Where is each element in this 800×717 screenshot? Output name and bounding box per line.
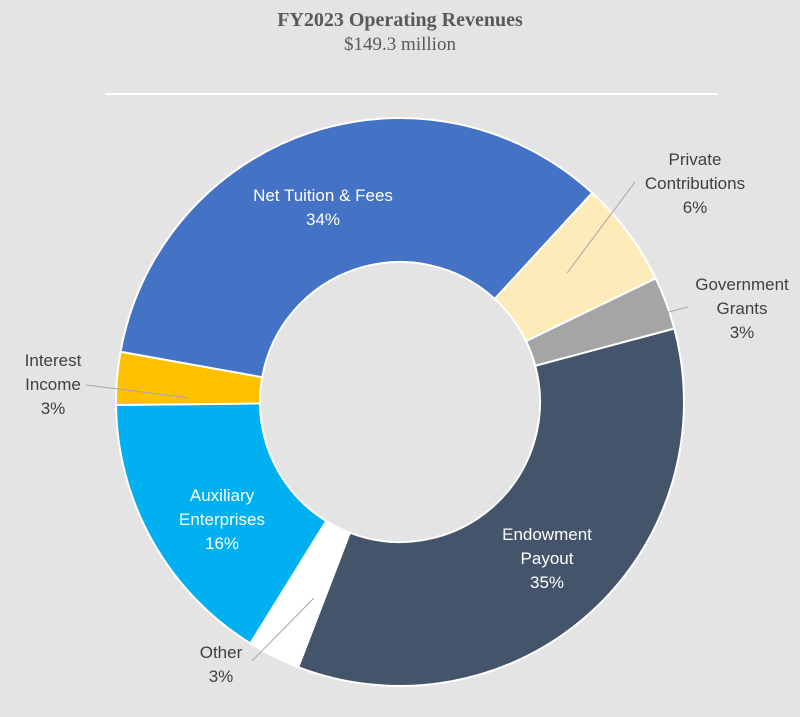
slice-label: Interest Income 3% [13,349,93,421]
value-label: 35% [529,573,565,592]
slice-label: Net Tuition & Fees 34% [223,184,423,232]
slice-label: Auxiliary Enterprises 16% [167,484,277,556]
value-label: 3% [208,667,234,686]
value-label: 16% [204,534,240,553]
slice-label: Other 3% [191,641,251,689]
value-label: 3% [729,323,755,342]
category-label: Other [199,643,243,662]
category-label: Net Tuition & Fees [253,186,393,205]
category-label: Government Grants [695,275,789,318]
donut-slice [296,327,685,687]
value-label: 34% [305,210,341,229]
donut-slice [524,277,676,367]
leader-line [566,181,636,274]
donut-slice [119,117,594,379]
donut-slice [115,402,328,645]
chart-subtitle: $149.3 million [344,34,456,55]
leader-line [251,597,315,662]
value-label: 6% [682,198,708,217]
slice-label: Private Contributions 6% [630,148,760,220]
category-label: Interest Income [24,351,82,394]
slice-label: Government Grants 3% [682,273,800,345]
leader-line [85,384,191,399]
chart-title: FY2023 Operating Revenues [277,9,523,31]
slice-label: Endowment Payout 35% [492,523,602,595]
category-label: Private Contributions [644,150,746,193]
leader-line [664,306,689,314]
category-label: Auxiliary Enterprises [179,486,265,529]
value-label: 3% [40,399,66,418]
category-label: Endowment Payout [502,525,592,568]
